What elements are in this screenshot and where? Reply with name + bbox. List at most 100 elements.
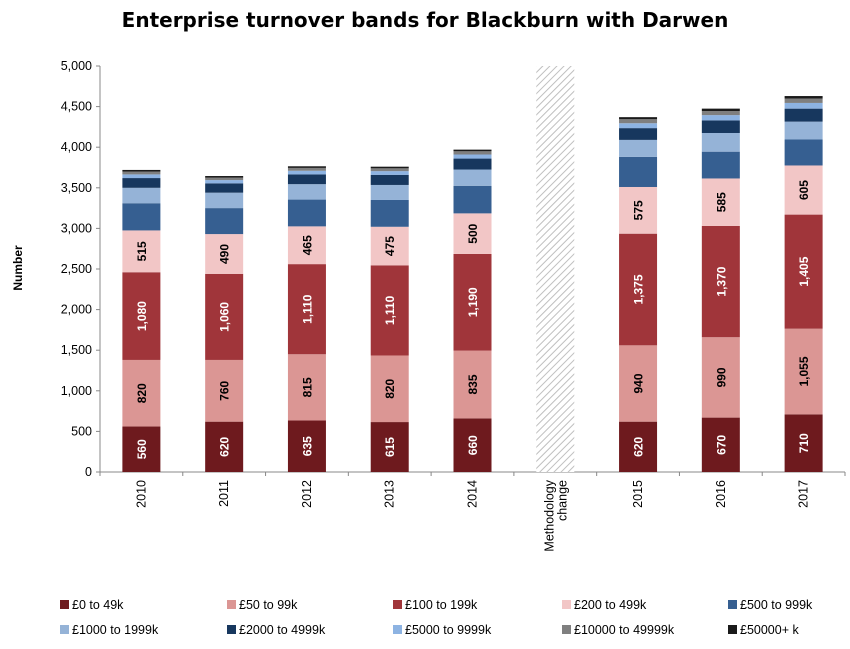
legend-swatch bbox=[227, 625, 236, 634]
bar-segment bbox=[453, 158, 492, 170]
bar-segment bbox=[370, 171, 409, 175]
data-label: 710 bbox=[797, 433, 811, 453]
x-tick-label: 2017 bbox=[797, 480, 811, 508]
bar-segment bbox=[619, 119, 658, 124]
bar-segment bbox=[701, 108, 740, 112]
bar-segment bbox=[370, 168, 409, 172]
legend-swatch bbox=[393, 625, 402, 634]
data-label: 620 bbox=[632, 436, 646, 456]
x-tick-label: 2015 bbox=[631, 480, 645, 508]
data-label: 760 bbox=[218, 380, 232, 400]
bar-segment bbox=[453, 185, 492, 214]
legend-label: £500 to 999k bbox=[740, 598, 813, 612]
legend-label: £5000 to 9999k bbox=[405, 623, 492, 637]
data-label: 1,370 bbox=[714, 266, 728, 296]
legend-item: £5000 to 9999k bbox=[393, 623, 491, 637]
y-tick-label: 500 bbox=[71, 424, 92, 438]
bar-segment bbox=[287, 264, 326, 355]
y-tick-label: 0 bbox=[85, 465, 92, 479]
bar-segment bbox=[122, 171, 161, 175]
bar-segment bbox=[205, 183, 244, 193]
bars bbox=[122, 66, 823, 472]
data-label: 1,375 bbox=[632, 274, 646, 304]
bar-segment bbox=[453, 149, 492, 152]
bar-segment bbox=[122, 203, 161, 231]
bar-segment bbox=[122, 174, 161, 179]
legend-swatch bbox=[562, 625, 571, 634]
bar-segment bbox=[370, 174, 409, 185]
data-labels: 560 820 1,080 515 620 760 1,060 490 635 815 1,110 4… bbox=[135, 180, 811, 460]
bar-segment bbox=[784, 102, 823, 109]
bar-segment bbox=[205, 421, 244, 472]
data-label: 1,110 bbox=[300, 294, 314, 324]
data-label: 490 bbox=[218, 244, 232, 264]
y-tick-label: 3,500 bbox=[61, 181, 92, 195]
bar-segment bbox=[287, 199, 326, 227]
data-label: 465 bbox=[300, 235, 314, 255]
bar-segment bbox=[701, 417, 740, 472]
bar-segment bbox=[287, 420, 326, 472]
legend-item: £2000 to 4999k bbox=[227, 623, 325, 637]
legend-swatch bbox=[728, 625, 737, 634]
bar-segment bbox=[453, 169, 492, 186]
data-label: 560 bbox=[135, 439, 149, 459]
data-label: 660 bbox=[466, 435, 480, 455]
bar-segment bbox=[205, 273, 244, 360]
bar-segment bbox=[205, 180, 244, 184]
bar-segment bbox=[287, 184, 326, 200]
bar-segment bbox=[701, 120, 740, 133]
y-tick-label: 1,500 bbox=[61, 343, 92, 357]
data-label: 815 bbox=[300, 377, 314, 397]
x-tick-label: 2016 bbox=[714, 480, 728, 508]
legend-swatch bbox=[562, 600, 571, 609]
legend-item: £500 to 999k bbox=[728, 598, 812, 612]
legend-label: £1000 to 1999k bbox=[72, 623, 159, 637]
bar-segment bbox=[122, 272, 161, 360]
bar-segment bbox=[453, 154, 492, 159]
data-label: 835 bbox=[466, 374, 480, 394]
bar-segment bbox=[784, 96, 823, 99]
bar-segment bbox=[619, 123, 658, 129]
bar-segment bbox=[619, 421, 658, 472]
bar-segment bbox=[122, 178, 161, 188]
data-label: 990 bbox=[714, 367, 728, 387]
y-tick-label: 1,000 bbox=[61, 384, 92, 398]
data-label: 585 bbox=[714, 192, 728, 212]
x-tick-label: 2012 bbox=[300, 480, 314, 508]
legend-swatch bbox=[227, 600, 236, 609]
bar-segment bbox=[784, 121, 823, 140]
x-tick-label: 2014 bbox=[466, 480, 480, 508]
legend-item: £50 to 99k bbox=[227, 598, 297, 612]
bar-segment bbox=[701, 178, 740, 226]
bar-segment bbox=[453, 151, 492, 155]
data-label: 1,060 bbox=[218, 302, 232, 332]
bar-segment bbox=[370, 184, 409, 200]
bar-segment bbox=[701, 132, 740, 152]
data-label: 820 bbox=[383, 378, 397, 398]
bar-segment bbox=[784, 165, 823, 215]
bar-segment bbox=[205, 192, 244, 209]
bar-segment bbox=[205, 359, 244, 422]
legend-item: £10000 to 49999k bbox=[562, 623, 674, 637]
bar-segment bbox=[370, 166, 409, 169]
bar-segment bbox=[453, 253, 492, 351]
bar-segment bbox=[784, 214, 823, 329]
data-label: 575 bbox=[632, 200, 646, 220]
y-tick-label: 2,500 bbox=[61, 262, 92, 276]
bar-segment bbox=[784, 139, 823, 166]
bar-segment bbox=[619, 128, 658, 140]
bar-segment bbox=[287, 170, 326, 175]
chart-plot: 0 500 1,000 1,500 2,000 2,500 3,000 3,500 4,000 4… bbox=[11, 59, 846, 552]
bar-segment bbox=[287, 167, 326, 171]
bar-segment bbox=[784, 414, 823, 472]
bar-segment bbox=[784, 328, 823, 415]
data-label: 1,190 bbox=[466, 287, 480, 317]
legend-label: £50 to 99k bbox=[239, 598, 298, 612]
data-label: 475 bbox=[383, 236, 397, 256]
y-tick-label: 2,000 bbox=[61, 303, 92, 317]
legend-item: £50000+ k bbox=[728, 623, 799, 637]
data-label: 940 bbox=[632, 373, 646, 393]
methodology-change-bar bbox=[536, 66, 575, 472]
bar-segment bbox=[619, 139, 658, 157]
bar-segment bbox=[701, 337, 740, 418]
